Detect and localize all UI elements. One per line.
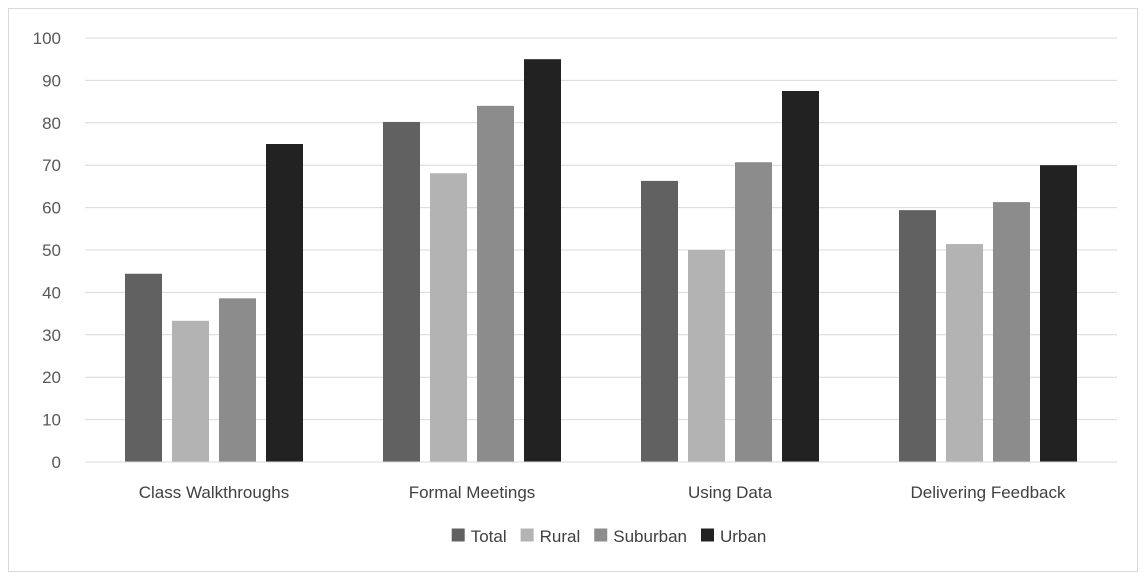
y-tick-label: 80 <box>42 114 61 133</box>
bar-urban-1 <box>266 144 303 462</box>
y-tick-label: 40 <box>42 283 61 302</box>
legend-swatch-rural <box>520 528 534 542</box>
bar-rural-2 <box>430 173 467 463</box>
y-tick-label: 90 <box>42 71 61 90</box>
y-axis-labels: 0 10 20 30 40 50 60 70 80 90 100 <box>33 29 61 472</box>
bar-urban-2 <box>524 59 561 462</box>
x-tick-label: Delivering Feedback <box>911 483 1066 502</box>
bar-total-4 <box>899 210 936 462</box>
bar-total-2 <box>383 121 420 463</box>
legend-label-urban: Urban <box>720 527 766 546</box>
legend-swatch-suburban <box>594 528 608 542</box>
y-tick-label: 60 <box>42 199 61 218</box>
legend-label-total: Total <box>471 527 507 546</box>
bars <box>125 59 1077 463</box>
bar-suburban-4 <box>993 202 1030 462</box>
x-axis-labels: Class Walkthroughs Formal Meetings Using D… <box>139 483 1066 502</box>
legend-label-suburban: Suburban <box>613 527 687 546</box>
bar-total-1 <box>125 273 162 462</box>
legend-label-rural: Rural <box>540 527 581 546</box>
y-tick-label: 50 <box>42 241 61 260</box>
bar-suburban-1 <box>219 298 256 462</box>
y-tick-label: 30 <box>42 326 61 345</box>
bar-suburban-3 <box>735 162 772 462</box>
bar-suburban-2 <box>477 105 514 462</box>
y-tick-label: 0 <box>52 453 61 472</box>
x-tick-label: Using Data <box>688 483 773 502</box>
x-tick-label: Formal Meetings <box>409 483 536 502</box>
gridlines <box>85 37 1117 421</box>
bar-total-3 <box>641 180 678 462</box>
y-tick-label: 10 <box>42 411 61 430</box>
y-tick-label: 20 <box>42 368 61 387</box>
legend-swatch-total <box>451 528 465 542</box>
legend: Total Rural Suburban Urban <box>451 527 766 546</box>
bar-rural-1 <box>172 320 209 462</box>
bar-rural-3 <box>688 250 725 462</box>
bar-urban-4 <box>1040 165 1077 462</box>
y-tick-label: 100 <box>33 29 61 48</box>
bar-urban-3 <box>782 91 819 462</box>
x-tick-label: Class Walkthroughs <box>139 483 290 502</box>
y-tick-label: 70 <box>42 156 61 175</box>
bar-rural-4 <box>946 244 983 462</box>
legend-swatch-urban <box>700 528 714 542</box>
